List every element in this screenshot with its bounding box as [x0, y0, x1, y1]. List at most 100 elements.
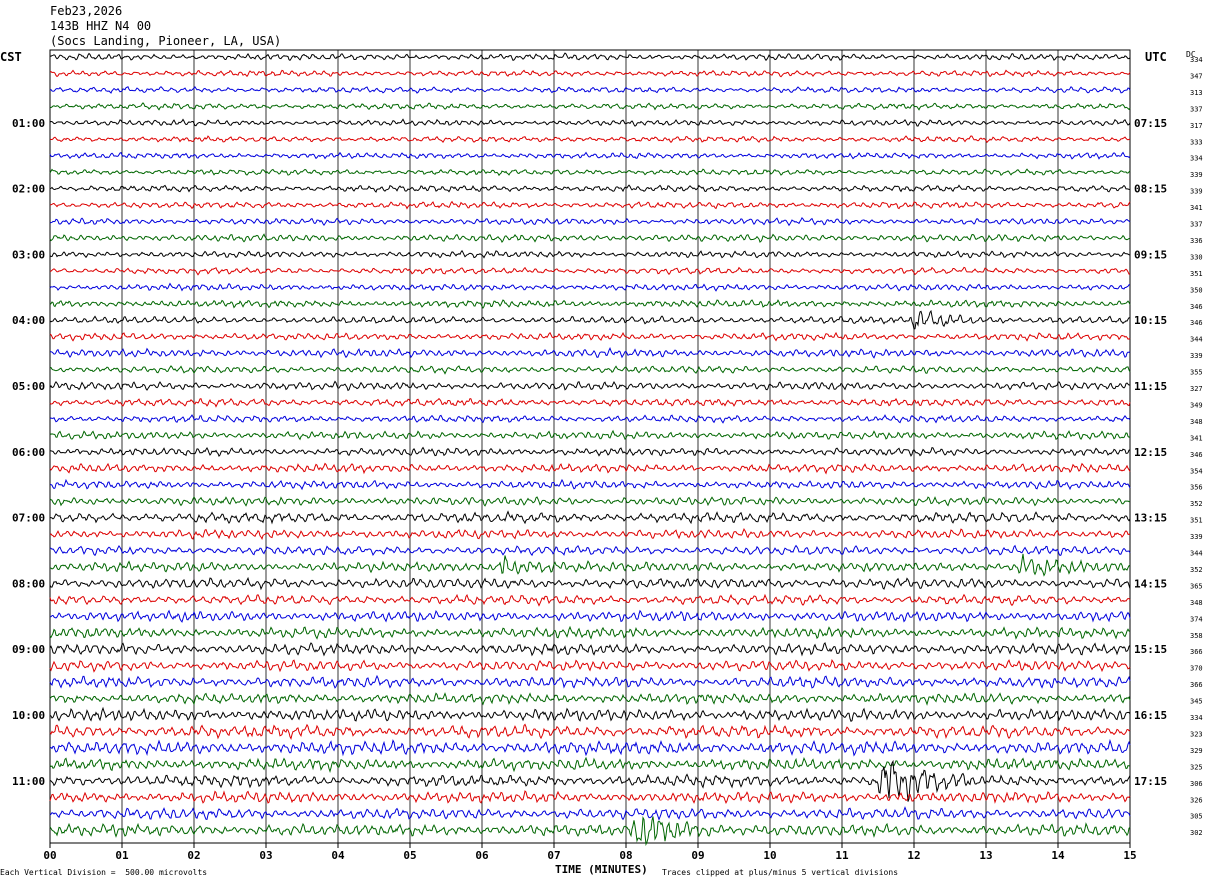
- trace-line: [49, 200, 1131, 210]
- dc-offset-label: 351: [1190, 270, 1203, 278]
- trace-line: [49, 365, 1131, 375]
- x-tick-label: 08: [619, 849, 632, 862]
- trace-line: [49, 478, 1131, 491]
- trace-line: [49, 309, 1131, 330]
- x-tick-label: 13: [979, 849, 992, 862]
- utc-hour-label: 11:15: [1134, 380, 1167, 393]
- trace-line: [49, 233, 1131, 243]
- x-tick-label: 04: [331, 849, 345, 862]
- trace-line: [49, 593, 1131, 607]
- cst-hour-label: 09:00: [12, 643, 45, 656]
- cst-hour-label: 01:00: [12, 117, 45, 130]
- x-tick-label: 06: [475, 849, 489, 862]
- trace-line: [49, 414, 1131, 424]
- dc-offset-label: 337: [1190, 221, 1203, 229]
- trace-line: [49, 102, 1131, 111]
- dc-offset-label: 305: [1190, 813, 1203, 821]
- dc-column-title: DC: [1186, 50, 1196, 59]
- dc-offset-label: 351: [1190, 517, 1203, 525]
- trace-line: [49, 380, 1131, 392]
- trace-line: [49, 216, 1131, 227]
- x-tick-label: 09: [691, 849, 704, 862]
- trace-line: [49, 429, 1131, 441]
- dc-offset-label: 346: [1190, 303, 1203, 311]
- dc-offset-label: 352: [1190, 500, 1203, 508]
- dc-offset-label: 347: [1190, 72, 1203, 80]
- x-tick-label: 15: [1123, 849, 1136, 862]
- trace-line: [49, 184, 1131, 193]
- utc-hour-label: 16:15: [1134, 709, 1167, 722]
- trace-line: [49, 790, 1131, 805]
- station-label: 143B HHZ N4 00: [50, 19, 152, 33]
- trace-line: [49, 553, 1131, 577]
- trace-line: [49, 52, 1131, 62]
- dc-offset-label: 352: [1190, 566, 1203, 574]
- trace-line: [49, 496, 1131, 507]
- dc-offset-label: 334: [1190, 714, 1203, 722]
- utc-hour-label: 15:15: [1134, 643, 1167, 656]
- dc-offset-label: 354: [1190, 467, 1203, 475]
- dc-offset-label: 355: [1190, 369, 1203, 377]
- trace-line: [49, 118, 1131, 127]
- trace-line: [49, 674, 1131, 689]
- trace-line: [49, 738, 1131, 757]
- dc-offset-label: 348: [1190, 599, 1203, 607]
- dc-offset-label: 333: [1190, 138, 1203, 146]
- utc-axis-title: UTC: [1145, 50, 1167, 64]
- trace-line: [49, 249, 1131, 259]
- trace-line: [49, 723, 1131, 740]
- dc-offset-label: 313: [1190, 89, 1203, 97]
- dc-offset-label: 344: [1190, 550, 1203, 558]
- dc-offset-label: 348: [1190, 418, 1203, 426]
- dc-offset-label: 339: [1190, 352, 1203, 360]
- dc-offset-label: 358: [1190, 632, 1203, 640]
- location-label: (Socs Landing, Pioneer, LA, USA): [50, 34, 282, 48]
- trace-line: [49, 759, 1131, 802]
- cst-hour-label: 04:00: [12, 314, 45, 327]
- dc-offset-label: 374: [1190, 615, 1203, 623]
- trace-line: [49, 462, 1131, 475]
- dc-offset-label: 325: [1190, 763, 1203, 771]
- dc-offset-label: 349: [1190, 401, 1203, 409]
- dc-offset-label: 330: [1190, 253, 1203, 261]
- trace-line: [49, 510, 1131, 525]
- trace-line: [49, 331, 1131, 342]
- trace-line: [49, 576, 1131, 591]
- dc-offset-label: 366: [1190, 648, 1203, 656]
- trace-line: [49, 816, 1131, 847]
- x-tick-label: 07: [547, 849, 560, 862]
- trace-line: [49, 151, 1131, 160]
- cst-hour-label: 11:00: [12, 775, 45, 788]
- trace-line: [49, 756, 1131, 773]
- trace-line: [49, 658, 1131, 673]
- trace-line: [49, 266, 1131, 276]
- x-tick-label: 05: [403, 849, 416, 862]
- dc-offset-label: 327: [1190, 385, 1203, 393]
- trace-line: [49, 168, 1131, 177]
- utc-hour-label: 09:15: [1134, 248, 1167, 261]
- x-tick-label: 00: [43, 849, 56, 862]
- dc-offset-label: 339: [1190, 533, 1203, 541]
- utc-hour-label: 08:15: [1134, 183, 1167, 196]
- dc-offset-label: 345: [1190, 698, 1203, 706]
- dc-offset-label: 337: [1190, 105, 1203, 113]
- dc-offset-label: 370: [1190, 665, 1203, 673]
- cst-axis-title: CST: [0, 50, 22, 64]
- dc-offset-label: 366: [1190, 681, 1203, 689]
- trace-line: [49, 625, 1131, 640]
- trace-line: [49, 135, 1131, 144]
- cst-hour-label: 05:00: [12, 380, 45, 393]
- dc-offset-label: 339: [1190, 171, 1203, 179]
- dc-offset-label: 339: [1190, 188, 1203, 196]
- dc-offset-label: 317: [1190, 122, 1203, 130]
- dc-offset-label: 341: [1190, 204, 1203, 212]
- dc-offset-label: 344: [1190, 336, 1203, 344]
- plot-frame: [49, 49, 1131, 844]
- cst-hour-label: 10:00: [12, 709, 45, 722]
- trace-line: [49, 609, 1131, 623]
- x-tick-label: 12: [907, 849, 920, 862]
- utc-hour-label: 10:15: [1134, 314, 1167, 327]
- trace-line: [49, 692, 1131, 706]
- trace-line: [49, 446, 1131, 457]
- clip-note: Traces clipped at plus/minus 5 vertical …: [662, 868, 899, 877]
